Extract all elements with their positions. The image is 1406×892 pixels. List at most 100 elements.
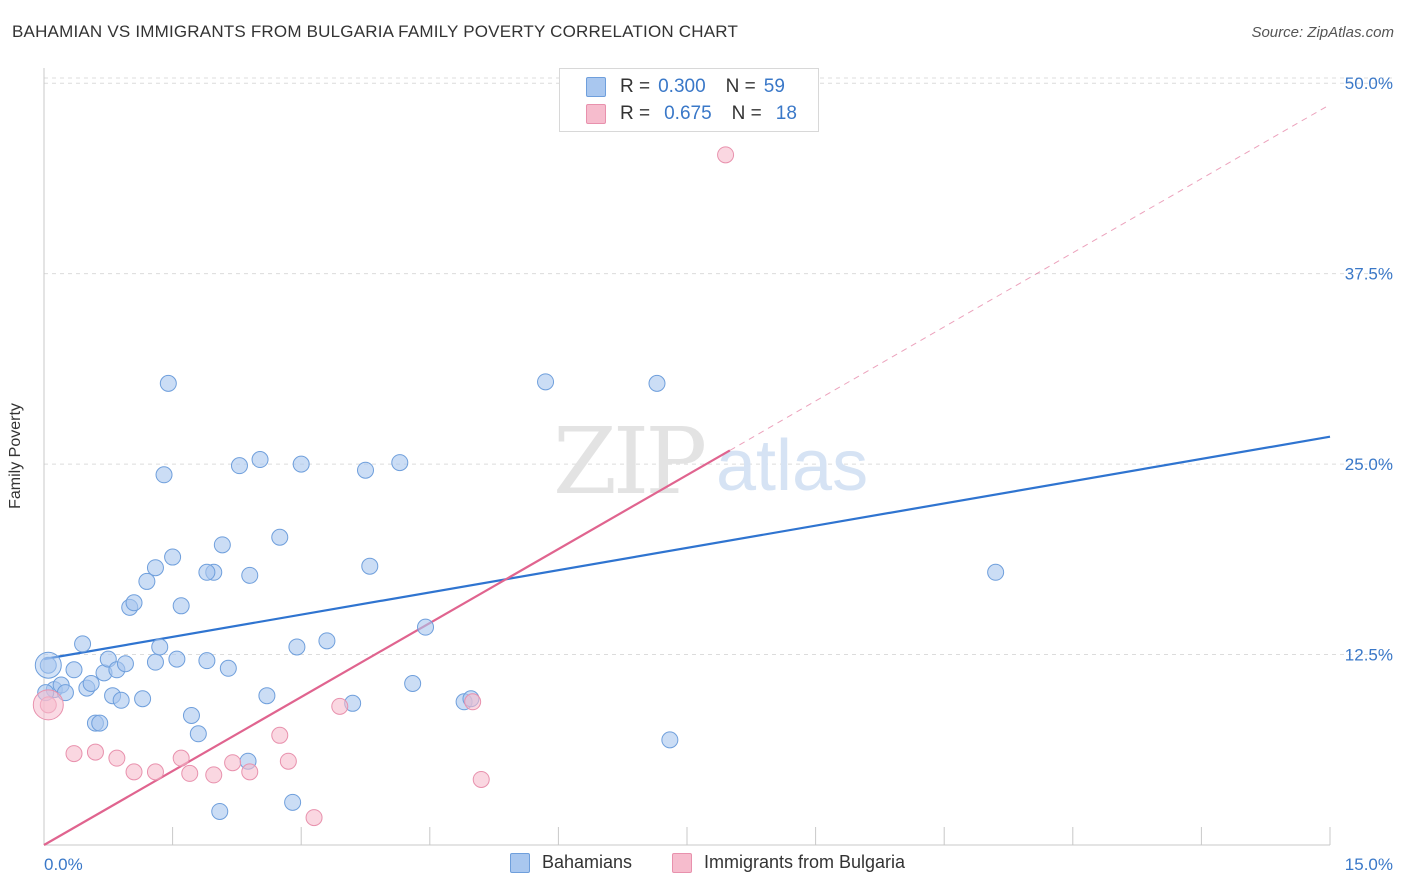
point-bahamians <box>357 461 374 479</box>
point-bulgaria <box>224 754 242 772</box>
legend-row-bahamians: R = 0.300 N = 59 <box>586 75 785 99</box>
point-bahamians <box>391 454 409 472</box>
axis-ticks: 12.5% 25.0% 37.5% 50.0% 0.0% 15.0% <box>44 74 1393 874</box>
trend-lines <box>43 104 1331 846</box>
chart-title: BAHAMIAN VS IMMIGRANTS FROM BULGARIA FAM… <box>12 22 739 41</box>
y-tick-label: 50.0% <box>1345 74 1393 93</box>
trend-line-bahamians <box>43 435 1331 661</box>
point-bulgaria <box>172 749 190 767</box>
point-bulgaria <box>65 745 83 763</box>
point-bahamians <box>292 455 310 473</box>
legend-label-bulgaria: Immigrants from Bulgaria <box>704 852 906 872</box>
point-bulgaria <box>205 766 223 784</box>
point-bahamians <box>198 563 216 581</box>
trend-line-bulgaria <box>43 449 731 846</box>
point-bahamians <box>211 802 229 820</box>
watermark-zip: ZIP <box>553 408 704 515</box>
point-bulgaria <box>271 726 289 744</box>
y-axis-label: Family Poverty <box>7 403 24 509</box>
legend-n-label: N = <box>725 76 756 97</box>
legend-label-bahamians: Bahamians <box>542 852 633 872</box>
legend-n-label: N = <box>731 103 762 124</box>
point-bahamians <box>164 548 182 566</box>
legend-swatch-blue <box>586 77 606 97</box>
point-bahamians <box>251 451 269 469</box>
legend-r-value: 0.675 <box>664 103 712 124</box>
point-bulgaria <box>464 693 482 711</box>
point-bahamians <box>159 374 177 392</box>
watermark-atlas: atlas <box>716 426 868 506</box>
point-bulgaria-cluster <box>32 689 64 721</box>
point-bahamians <box>361 557 379 575</box>
point-bahamians <box>648 374 666 392</box>
y-tick-label: 25.0% <box>1345 455 1393 474</box>
point-bahamians <box>404 675 422 693</box>
point-bahamians <box>116 655 134 673</box>
point-bahamians <box>213 536 231 554</box>
point-bulgaria <box>146 763 164 781</box>
source-label: Source: ZipAtlas.com <box>1251 24 1394 41</box>
point-bulgaria <box>181 764 199 782</box>
y-tick-label: 37.5% <box>1345 265 1393 284</box>
series-legend: Bahamians Immigrants from Bulgaria <box>0 852 1406 878</box>
point-bulgaria <box>472 770 490 788</box>
point-bahamians <box>91 714 109 732</box>
point-bahamians <box>74 635 92 653</box>
point-bahamians <box>318 632 336 650</box>
legend-r-label: R = <box>620 76 651 97</box>
trend-extension-bulgaria <box>729 104 1331 451</box>
point-bahamians-cluster <box>34 651 62 679</box>
point-bahamians <box>219 659 237 677</box>
point-bahamians <box>146 559 164 577</box>
point-bahamians <box>288 638 306 656</box>
point-bulgaria <box>108 749 126 767</box>
point-bahamians <box>65 661 83 679</box>
y-tick-label: 12.5% <box>1345 646 1393 665</box>
legend-swatch-blue <box>510 852 530 873</box>
point-bahamians <box>189 725 207 743</box>
point-bahamians <box>537 373 555 391</box>
point-bahamians <box>182 707 200 724</box>
point-bulgaria <box>305 809 323 827</box>
legend-r-value: 0.300 <box>658 76 706 97</box>
point-bulgaria <box>717 146 735 164</box>
point-bahamians <box>241 566 259 584</box>
x-tick-label: 0.0% <box>44 855 83 874</box>
stats-legend: R = 0.300 N = 59 R = 0.675 N = 18 <box>559 68 819 132</box>
data-points <box>32 146 1005 827</box>
legend-swatch-pink <box>586 104 606 124</box>
legend-n-value: 18 <box>775 103 797 124</box>
watermark: ZIP atlas <box>553 408 868 515</box>
point-bulgaria <box>331 697 349 715</box>
point-bahamians <box>172 597 190 615</box>
point-bahamians <box>82 675 100 693</box>
point-bahamians <box>125 594 143 612</box>
legend-n-value: 59 <box>763 76 785 97</box>
legend-swatch-pink <box>672 852 692 873</box>
point-bahamians <box>258 687 276 705</box>
legend-r-label: R = <box>620 103 651 124</box>
point-bulgaria <box>241 763 259 781</box>
point-bahamians <box>134 690 152 708</box>
point-bulgaria <box>86 743 104 761</box>
point-bahamians <box>417 618 435 636</box>
point-bulgaria <box>279 752 297 770</box>
point-bahamians <box>271 528 289 546</box>
point-bahamians <box>146 653 164 671</box>
point-bahamians <box>138 572 156 590</box>
point-bahamians <box>661 731 679 749</box>
point-bahamians <box>284 793 302 811</box>
point-bahamians <box>198 652 216 670</box>
x-tick-label: 15.0% <box>1345 855 1393 874</box>
point-bahamians <box>168 650 186 668</box>
point-bulgaria <box>125 763 143 781</box>
point-bahamians <box>112 691 130 709</box>
point-bahamians <box>151 638 169 656</box>
legend-row-bulgaria: R = 0.675 N = 18 <box>586 102 797 126</box>
point-bahamians <box>230 457 248 475</box>
point-bahamians <box>155 466 173 484</box>
legend-item-bulgaria: Immigrants from Bulgaria <box>672 852 905 873</box>
point-bahamians <box>987 563 1005 581</box>
legend-item-bahamians: Bahamians <box>510 852 632 873</box>
